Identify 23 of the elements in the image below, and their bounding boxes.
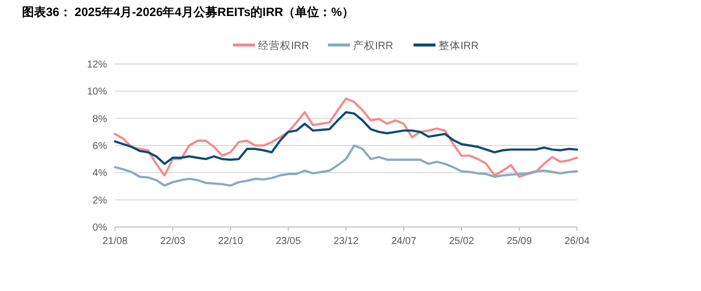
legend-label: 产权IRR (353, 39, 394, 52)
x-tick-label: 23/05 (276, 236, 302, 247)
y-tick-label: 2% (92, 195, 108, 206)
y-tick-label: 10% (86, 86, 108, 98)
y-tick-label: 0% (92, 222, 108, 234)
y-tick-label: 4% (92, 168, 108, 180)
y-tick-label: 6% (92, 141, 108, 152)
x-tick-label: 24/07 (391, 236, 417, 247)
legend-label: 经营权IRR (258, 39, 310, 52)
x-tick-label: 25/02 (448, 236, 474, 247)
line-series (114, 144, 578, 187)
x-tick-label: 25/09 (506, 236, 532, 247)
x-tick-label: 23/12 (333, 236, 359, 247)
title: 图表36： 2025年4月-2026年4月公募REITs的IRR（单位：%） (22, 5, 354, 19)
legend-label: 整体IRR (438, 40, 479, 52)
x-tick-label: 26/04 (564, 236, 590, 247)
x-tick-label: 22/03 (160, 236, 186, 247)
line-series (114, 111, 578, 165)
y-tick-label: 8% (92, 114, 108, 125)
x-tick-label: 22/10 (218, 236, 244, 247)
x-tick-label: 21/08 (102, 236, 128, 247)
line-series (114, 98, 578, 178)
y-tick-label: 12% (86, 60, 108, 70)
